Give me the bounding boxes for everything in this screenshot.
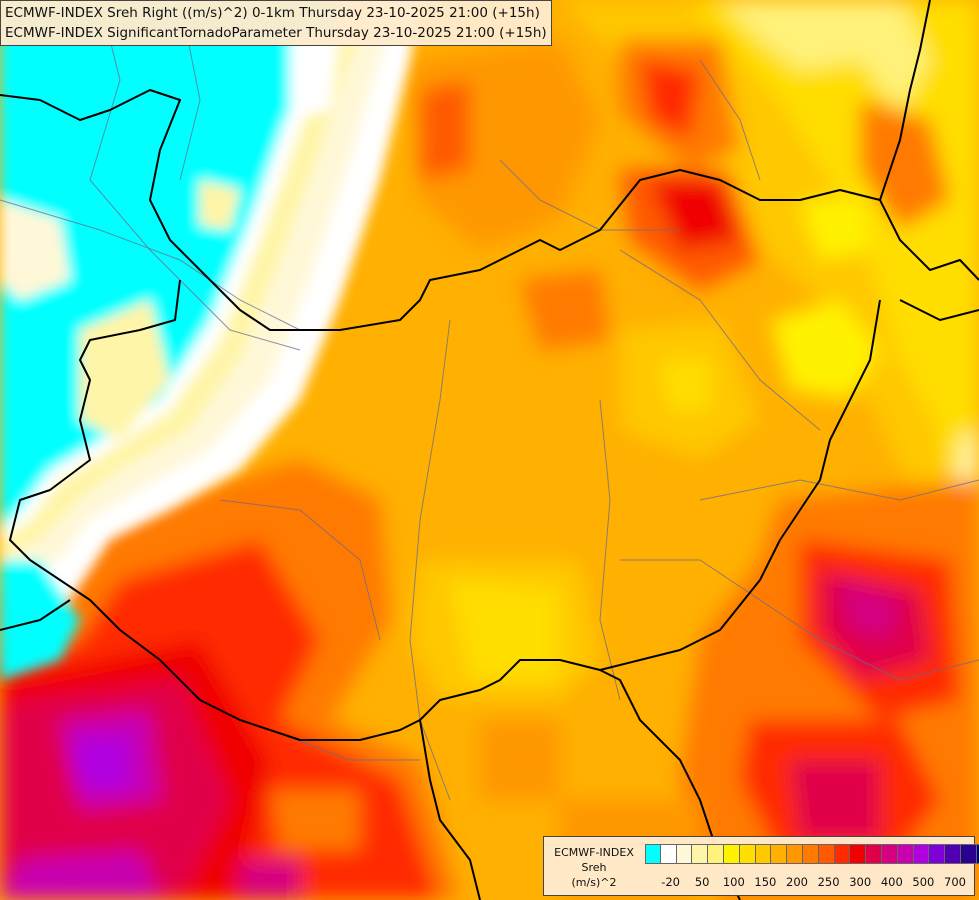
- legend-tick-label: 700: [944, 875, 966, 889]
- legend-tick-label: -20: [661, 875, 680, 889]
- legend-swatch: [913, 844, 930, 864]
- legend-swatch: [755, 844, 772, 864]
- legend-swatch: [692, 844, 709, 864]
- legend-swatch: [897, 844, 914, 864]
- legend-color-bar: [645, 844, 979, 864]
- legend-tick-label: 100: [722, 875, 745, 889]
- legend-swatch: [834, 844, 851, 864]
- legend-swatch: [645, 844, 661, 864]
- legend-tick-label: 200: [786, 875, 808, 889]
- legend-model: ECMWF-INDEX: [554, 846, 634, 859]
- river-lines: [0, 0, 979, 801]
- title-line-stp: ECMWF-INDEX SignificantTornadoParameter …: [5, 25, 547, 41]
- legend-swatch: [960, 844, 977, 864]
- legend-swatch: [739, 844, 756, 864]
- legend-swatch: [660, 844, 677, 864]
- legend-swatch: [850, 844, 867, 864]
- map-title-box: ECMWF-INDEX Sreh Right ((m/s)^2) 0-1km T…: [0, 0, 552, 46]
- legend-swatch: [771, 844, 788, 864]
- low-helicity-region: [0, 0, 420, 680]
- legend-tick-label: 250: [817, 875, 840, 889]
- legend-swatch: [676, 844, 693, 864]
- legend-swatch: [866, 844, 882, 864]
- legend-swatch: [708, 844, 724, 864]
- legend-swatch: [881, 844, 898, 864]
- legend-tick-label: 300: [849, 875, 872, 889]
- legend-swatch: [976, 844, 979, 864]
- legend-swatch: [818, 844, 835, 864]
- legend-variable: Sreh: [581, 861, 607, 874]
- legend-swatch: [945, 844, 961, 864]
- legend-swatch: [723, 844, 740, 864]
- legend-tick-label: 400: [880, 875, 903, 889]
- color-legend: ECMWF-INDEX Sreh (m/s)^2 -20 50 100 150 200 2…: [543, 836, 979, 896]
- legend-tick-label: 50: [694, 875, 710, 889]
- title-line-sreh: ECMWF-INDEX Sreh Right ((m/s)^2) 0-1km T…: [5, 5, 540, 21]
- legend-swatch: [802, 844, 819, 864]
- legend-tick-label: 150: [754, 875, 777, 889]
- legend-swatch: [929, 844, 946, 864]
- legend-label: ECMWF-INDEX Sreh (m/s)^2: [544, 845, 644, 890]
- legend-unit: (m/s)^2: [571, 876, 617, 889]
- legend-tick-label: 500: [912, 875, 935, 889]
- legend-swatch: [787, 844, 803, 864]
